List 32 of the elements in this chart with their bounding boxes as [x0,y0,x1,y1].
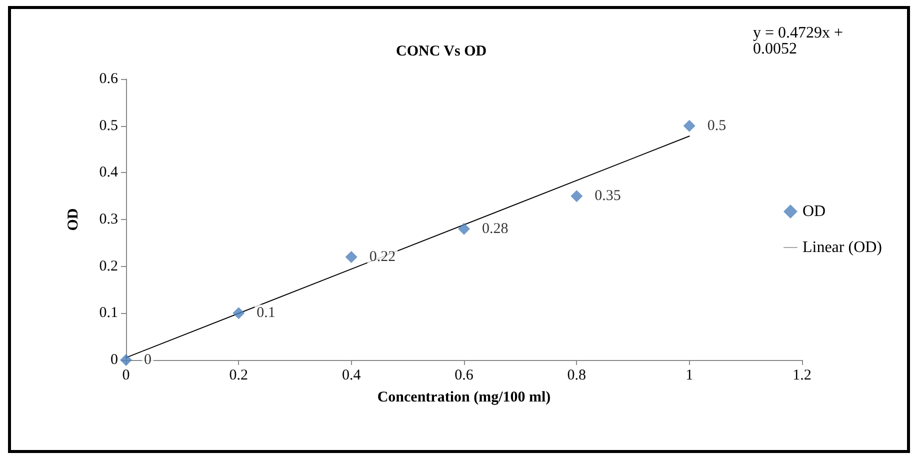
point [345,250,358,263]
x-tick-label: 0 [122,368,130,384]
data-label: 0.35 [594,188,621,204]
y-axis-title: OD [66,208,82,231]
y-tick-label: 0.6 [99,71,118,87]
x-tick-label: 0.4 [342,368,362,384]
x-tick-label: 0.8 [567,368,586,384]
y-tick-label: 0 [110,352,118,368]
x-tick-label: 1 [686,368,694,384]
point [458,222,470,235]
point [570,190,583,202]
data-label: 0 [144,352,152,368]
text: y = 0.4729x + 0.0052 [752,24,847,58]
point [683,120,696,132]
x-axis-title: Concentration (mg/100 ml) [377,390,551,406]
y-tick-label: 0.3 [99,212,118,228]
y-tick-label: 0.1 [99,305,118,322]
legend-label: Linear (OD) [802,239,882,256]
point [232,307,245,320]
x-tick-label: 1.2 [792,368,812,384]
y-tick-label: 0.4 [99,164,118,181]
y-tick-label: 0.5 [99,118,118,134]
chart-title: CONC Vs OD [396,44,487,60]
data-label: 0.1 [256,305,276,322]
data-label: 0.28 [482,220,508,237]
data-label: 0.5 [707,118,726,134]
legend-label: OD [802,203,826,220]
point [120,354,132,366]
y-tick-label: 0.2 [99,258,118,274]
x-tick-label: 0.6 [454,368,474,384]
x-tick-label: 0.2 [229,368,248,384]
data-label: 0.22 [369,248,396,265]
